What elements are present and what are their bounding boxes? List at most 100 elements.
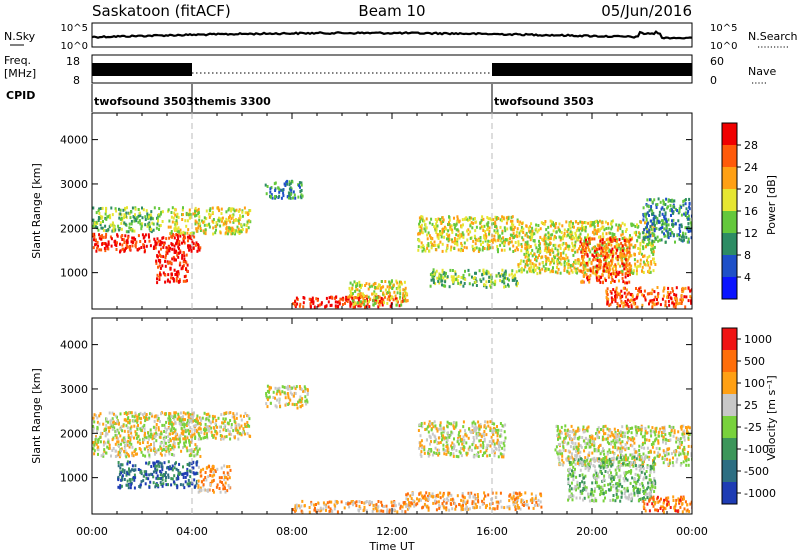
data-cell [528,235,531,239]
data-cell [434,228,437,232]
data-cell [174,207,176,211]
data-cell [126,238,129,242]
data-cell [328,509,331,513]
data-cell [595,270,598,274]
data-cell [538,262,541,266]
data-cell [554,222,557,226]
data-cell [499,225,502,229]
data-cell [195,481,198,485]
data-cell [511,222,513,226]
data-cell [381,303,384,307]
data-cell [150,465,153,468]
data-cell [173,445,176,449]
data-cell [199,229,202,232]
data-cell [540,494,543,498]
data-cell [114,449,117,453]
data-cell [447,234,450,238]
cpid-label: CPID [6,89,35,102]
data-cell [478,269,481,273]
data-cell [683,212,686,216]
data-cell [490,238,493,242]
data-cell [549,260,552,264]
data-cell [518,223,521,226]
data-cell [182,260,185,264]
data-cell [376,509,379,513]
data-cell [224,476,226,479]
data-cell [552,266,554,270]
data-cell [216,223,219,227]
data-cell [689,295,692,299]
data-cell [128,467,130,471]
data-cell [488,232,491,236]
data-cell [233,420,236,424]
data-cell [609,290,612,293]
data-cell [217,218,220,222]
data-cell [603,240,606,244]
data-cell [687,214,690,218]
data-cell [119,217,122,221]
data-cell [646,292,649,296]
data-cell [110,424,113,428]
data-cell [493,507,496,511]
data-cell [197,486,200,490]
data-cell [187,415,190,419]
data-cell [121,468,124,472]
data-cell [247,219,250,223]
data-cell [494,215,497,219]
data-cell [186,473,189,477]
data-cell [492,218,495,222]
data-cell [575,267,578,271]
y-tick-label: 2000 [60,222,88,235]
data-cell [168,467,171,471]
data-cell [196,209,199,213]
data-cell [185,211,188,215]
data-cell [92,447,95,451]
data-cell [690,296,692,300]
data-cell [377,301,380,305]
data-cell [423,494,426,498]
data-cell [431,222,434,226]
data-cell [666,206,669,210]
data-cell [124,207,127,211]
data-cell [649,270,652,274]
data-cell [395,303,398,307]
data-cell [127,430,130,434]
data-cell [600,252,603,255]
data-cell [99,235,102,239]
data-cell [449,268,452,272]
data-cell [298,181,301,185]
data-cell [315,297,318,301]
data-cell [246,211,249,215]
data-cell [127,433,130,437]
data-cell [628,236,631,240]
data-cell [455,242,458,246]
data-cell [165,428,168,432]
data-cell [120,213,123,217]
data-cell [647,270,650,274]
data-cell [547,267,550,271]
data-cell [671,219,673,223]
data-cell [619,270,622,274]
data-cell [486,216,489,219]
data-cell [447,493,450,497]
data-cell [646,256,649,260]
data-cell [157,426,160,430]
data-cell [630,243,633,247]
data-cell [345,502,348,506]
data-cell [618,223,621,227]
data-cell [197,226,200,230]
data-cell [221,481,223,484]
data-cell [238,208,241,212]
data-cell [511,233,514,237]
data-cell [184,435,186,439]
data-cell [545,259,548,263]
data-cell [98,422,101,426]
data-cell [502,242,505,246]
data-cell [160,471,163,475]
data-cell [148,221,151,225]
data-cell [531,501,534,504]
data-cell [198,488,201,492]
data-cell [511,228,514,232]
data-cell [293,385,296,389]
data-cell [495,274,498,278]
